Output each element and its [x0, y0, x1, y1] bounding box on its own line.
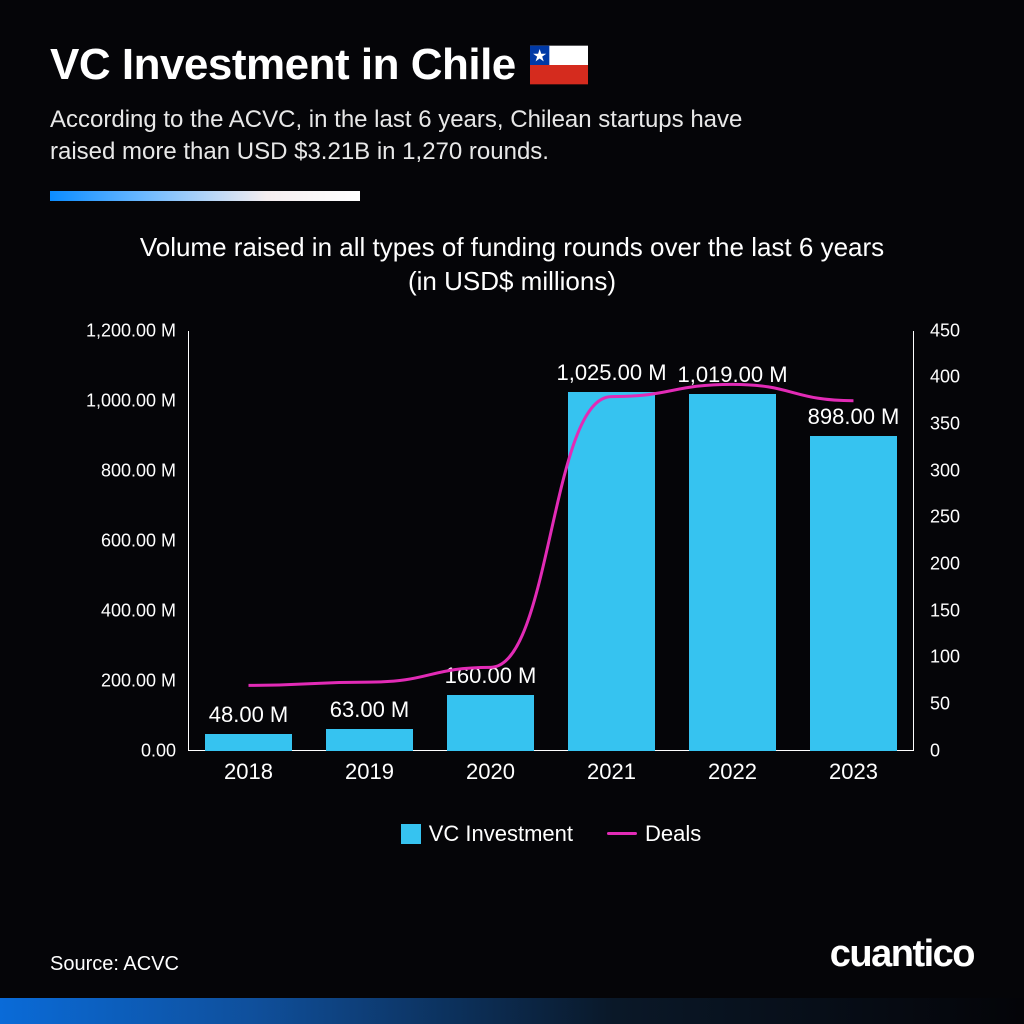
y-tick-label: 1,200.00 M — [86, 320, 176, 341]
x-tick-label: 2019 — [309, 759, 430, 799]
legend-label-deals: Deals — [645, 821, 701, 847]
bar — [568, 392, 655, 751]
legend-item-vc: VC Investment — [401, 821, 573, 847]
x-tick-label: 2023 — [793, 759, 914, 799]
y-tick-label: 200.00 M — [101, 670, 176, 691]
bar — [205, 734, 292, 751]
y-tick-label: 1,000.00 M — [86, 390, 176, 411]
y2-tick-label: 200 — [930, 554, 960, 575]
x-axis: 201820192020202120222023 — [188, 759, 914, 799]
bar — [326, 729, 413, 751]
chile-flag-icon — [530, 45, 588, 85]
bar-slot: 160.00 M — [430, 331, 551, 751]
legend: VC Investment Deals — [188, 821, 914, 847]
title-row: VC Investment in Chile — [50, 40, 974, 90]
bars-container: 48.00 M63.00 M160.00 M1,025.00 M1,019.00… — [188, 331, 914, 751]
bar — [447, 695, 534, 751]
brand-logo: cuantico — [830, 933, 974, 976]
legend-swatch-line — [607, 832, 637, 835]
y-tick-label: 800.00 M — [101, 460, 176, 481]
chart-area: Volume raised in all types of funding ro… — [50, 231, 974, 861]
y2-tick-label: 450 — [930, 320, 960, 341]
y2-tick-label: 250 — [930, 507, 960, 528]
page-title: VC Investment in Chile — [50, 40, 516, 90]
x-tick-label: 2018 — [188, 759, 309, 799]
x-tick-label: 2022 — [672, 759, 793, 799]
y2-tick-label: 150 — [930, 600, 960, 621]
bar-slot: 1,019.00 M — [672, 331, 793, 751]
y2-tick-label: 300 — [930, 460, 960, 481]
y2-tick-label: 0 — [930, 740, 940, 761]
y-axis-right: 050100150200250300350400450 — [920, 331, 974, 751]
gradient-divider — [50, 191, 360, 201]
x-tick-label: 2021 — [551, 759, 672, 799]
bar-value-label: 898.00 M — [745, 404, 963, 430]
y2-tick-label: 50 — [930, 694, 950, 715]
x-tick-label: 2020 — [430, 759, 551, 799]
y-axis-left: 0.00200.00 M400.00 M600.00 M800.00 M1,00… — [50, 331, 182, 751]
y-tick-label: 600.00 M — [101, 530, 176, 551]
footer: Source: ACVC cuantico — [50, 933, 974, 976]
bar-slot: 898.00 M — [793, 331, 914, 751]
legend-item-deals: Deals — [607, 821, 701, 847]
bar — [689, 394, 776, 751]
source-text: Source: ACVC — [50, 953, 179, 976]
bar-slot: 48.00 M — [188, 331, 309, 751]
bar-slot: 1,025.00 M — [551, 331, 672, 751]
chart-title: Volume raised in all types of funding ro… — [132, 231, 892, 299]
plot-area: 48.00 M63.00 M160.00 M1,025.00 M1,019.00… — [188, 331, 914, 751]
page-container: VC Investment in Chile According to the … — [0, 0, 1024, 1024]
bottom-gradient-bar — [0, 998, 1024, 1024]
subtitle: According to the ACVC, in the last 6 yea… — [50, 104, 810, 169]
y-tick-label: 400.00 M — [101, 600, 176, 621]
bar — [810, 436, 897, 750]
legend-label-vc: VC Investment — [429, 821, 573, 847]
legend-swatch-bar — [401, 824, 421, 844]
y2-tick-label: 400 — [930, 367, 960, 388]
y2-tick-label: 100 — [930, 647, 960, 668]
y-tick-label: 0.00 — [141, 740, 176, 761]
